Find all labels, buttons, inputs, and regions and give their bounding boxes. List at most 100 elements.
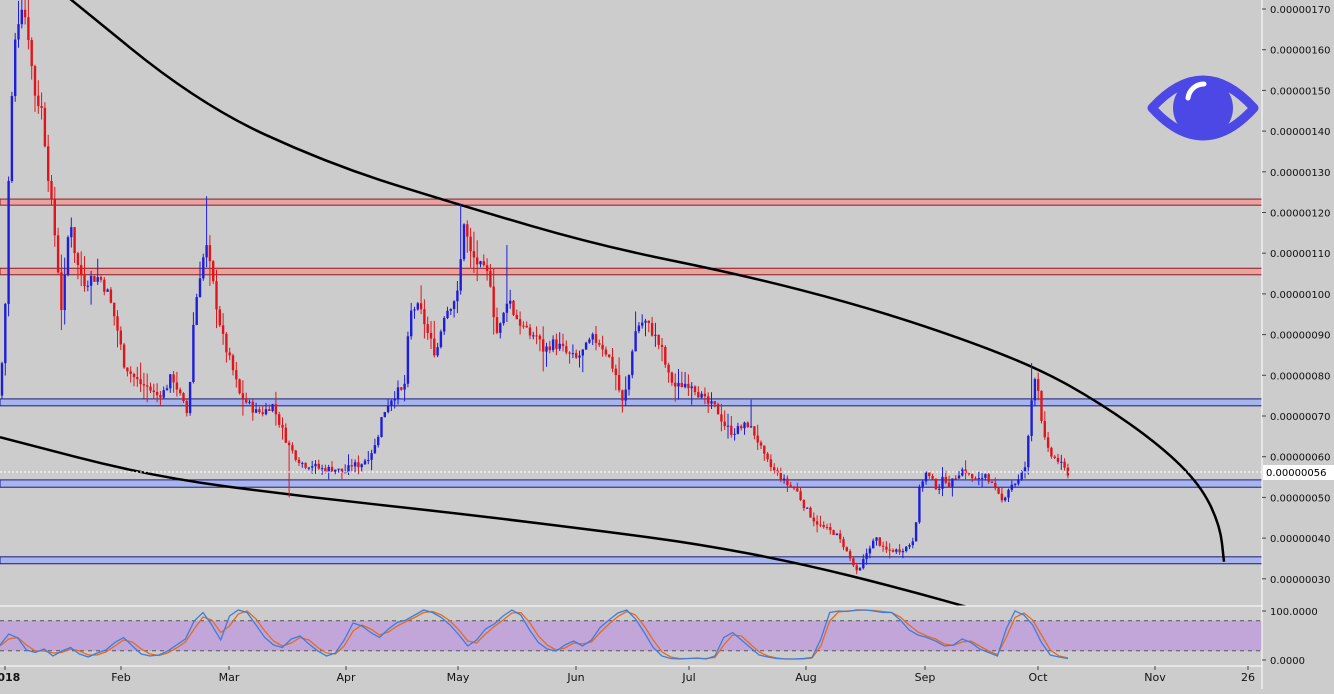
candle-body	[287, 442, 291, 446]
candle-body	[561, 343, 565, 347]
candle-body	[66, 237, 70, 275]
candle-body	[264, 409, 268, 415]
candle-body	[1030, 400, 1033, 436]
resistance-band	[0, 267, 1263, 276]
candle-body	[320, 468, 324, 470]
candle-body	[980, 477, 984, 479]
candle-body	[479, 261, 482, 265]
candle-body	[76, 253, 80, 266]
candle-body	[1007, 489, 1010, 498]
candle-body	[317, 463, 320, 469]
candle-body	[225, 333, 228, 353]
candle-body	[350, 465, 353, 467]
candle-body	[83, 275, 86, 287]
candle-body	[433, 338, 436, 356]
candle-body	[782, 478, 786, 481]
candle-body	[703, 393, 707, 397]
candle-body	[73, 227, 76, 254]
candle-body	[670, 372, 674, 383]
candle-body	[885, 546, 888, 550]
x-tick-label: 26	[1241, 671, 1255, 684]
candle-body	[773, 467, 776, 471]
resistance-band	[0, 198, 1263, 206]
candle-body	[608, 354, 611, 357]
x-tick-label: Oct	[1028, 671, 1048, 684]
candle-body	[80, 265, 83, 276]
candle-body	[1043, 421, 1046, 438]
candle-body	[1033, 379, 1037, 401]
candle-body	[660, 344, 664, 347]
last-price-tag-text: 0.00000056	[1266, 468, 1326, 479]
candle-body	[357, 462, 360, 468]
candle-body	[307, 467, 311, 469]
candle-body	[377, 436, 380, 446]
candle-body	[650, 322, 654, 336]
candle-body	[169, 374, 172, 389]
candle-body	[1066, 467, 1070, 476]
candle-body	[746, 422, 749, 428]
candle-body	[713, 401, 716, 405]
x-tick-label: Sep	[915, 671, 936, 684]
candle-body	[535, 335, 538, 337]
candle-body	[218, 309, 221, 326]
candle-body	[251, 401, 254, 413]
candle-body	[505, 303, 509, 313]
candle-body	[548, 346, 551, 351]
candle-body	[730, 425, 733, 435]
candle-body	[27, 17, 30, 41]
lower-trend-curve	[0, 435, 991, 615]
candle-body	[878, 537, 881, 546]
candle-body	[924, 472, 928, 482]
x-tick-label: Mar	[219, 671, 240, 684]
candle-body	[136, 377, 139, 380]
candle-body	[499, 323, 502, 333]
candle-body	[37, 95, 40, 107]
candle-body	[707, 396, 710, 404]
candle-body	[383, 412, 386, 418]
y-tick-label: 0.00000040	[1270, 534, 1330, 545]
candle-body	[106, 289, 109, 292]
candle-body	[911, 541, 914, 546]
candle-body	[779, 472, 782, 481]
candle-body	[122, 344, 126, 368]
candle-body	[23, 9, 27, 18]
candle-body	[617, 375, 621, 391]
candle-body	[390, 400, 393, 407]
candle-body	[951, 478, 954, 487]
candle-body	[205, 245, 208, 258]
candle-body	[446, 310, 449, 319]
candle-body	[611, 356, 614, 369]
candle-body	[759, 442, 763, 446]
candle-body	[175, 382, 179, 390]
candle-body	[221, 325, 225, 334]
candle-body	[809, 507, 812, 518]
candle-body	[426, 324, 429, 333]
candle-body	[258, 409, 261, 413]
candle-body	[825, 526, 829, 528]
candle-body	[1053, 456, 1056, 458]
candle-body	[799, 491, 802, 501]
x-tick-label: Feb	[111, 671, 130, 684]
support-band	[0, 556, 1263, 565]
y-tick-label: 0.00000050	[1270, 493, 1330, 504]
candle-body	[43, 107, 47, 147]
y-tick-label: 0.00000100	[1270, 290, 1330, 301]
candle-body	[146, 385, 149, 387]
oscillator-k-line	[0, 609, 1069, 660]
candle-body	[202, 257, 205, 279]
x-tick-label: Apr	[336, 671, 356, 684]
candle-body	[644, 320, 647, 323]
candle-body	[971, 474, 974, 479]
candle-body	[634, 331, 637, 352]
candle-body	[532, 335, 535, 337]
candle-body	[528, 327, 532, 336]
candle-body	[40, 106, 43, 108]
eye-icon	[1147, 75, 1259, 141]
candle-body	[575, 353, 578, 358]
candle-body	[647, 320, 650, 323]
candle-body	[337, 468, 340, 470]
candle-body	[165, 388, 169, 391]
candle-body	[192, 324, 195, 383]
